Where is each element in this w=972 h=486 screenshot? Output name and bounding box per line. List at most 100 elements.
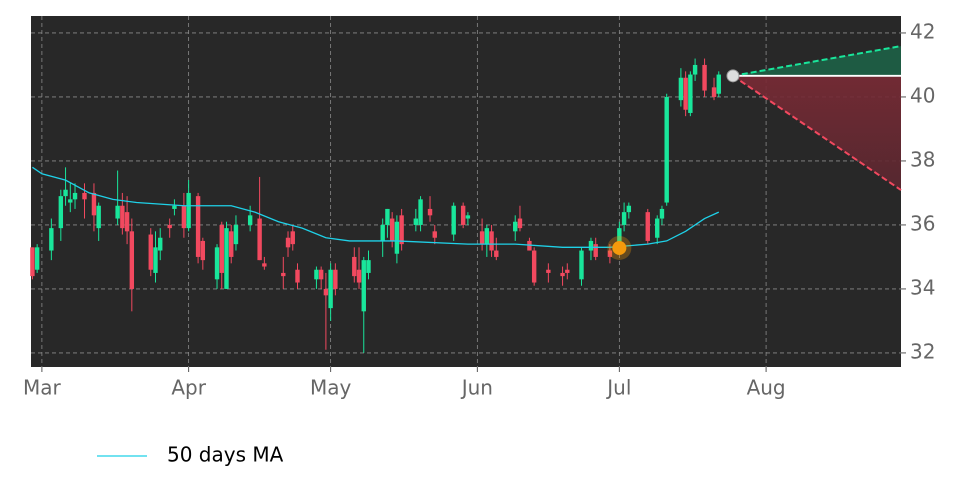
candle-body (153, 247, 158, 273)
candle-body (49, 228, 54, 251)
candle-body (460, 205, 466, 225)
x-tick-label: Jul (605, 376, 631, 400)
candle-body (214, 247, 220, 280)
candle-body (645, 212, 650, 241)
x-tick-label: Aug (747, 376, 786, 400)
candle-body (385, 208, 390, 225)
candle-body (465, 215, 471, 219)
candle-body (91, 192, 97, 216)
candle-body (716, 74, 721, 94)
candle-body (621, 212, 627, 225)
candle-body (394, 221, 400, 254)
forecast-upper-line (732, 45, 902, 77)
candle-body (58, 196, 64, 229)
candle-body (617, 228, 622, 245)
candle-body (479, 231, 485, 245)
candle-body (314, 269, 319, 280)
candle-body (702, 64, 707, 91)
candle-body (593, 244, 598, 257)
candle-body (148, 234, 153, 270)
candle-body (328, 269, 333, 309)
candle-body (389, 218, 395, 241)
candle-body (167, 224, 172, 229)
candle-body (380, 224, 385, 241)
forecast-start-point (726, 69, 740, 83)
candle-body (683, 77, 688, 110)
candle-body (333, 269, 338, 289)
candle-body (489, 231, 494, 251)
candle-body (82, 192, 87, 200)
candle-body (247, 215, 253, 225)
candle-body (626, 205, 632, 213)
candle-body (560, 272, 565, 277)
candle-body (427, 208, 433, 216)
candle-body (517, 218, 523, 229)
forecast-lower-line (732, 75, 902, 191)
x-tick-label: Jun (460, 376, 493, 400)
y-tick-label: 42 (910, 19, 935, 43)
candle-body (30, 247, 35, 277)
y-tick-label: 32 (910, 339, 935, 363)
candle-body (120, 205, 125, 229)
candle-body (588, 240, 594, 251)
candle-body (323, 288, 329, 296)
candle-body (692, 64, 698, 75)
candle-body (290, 231, 295, 245)
candle-body (531, 250, 537, 283)
candle-body (129, 231, 135, 289)
candle-body (352, 256, 357, 277)
x-tick-label: Apr (171, 376, 206, 400)
candle-body (579, 250, 584, 280)
candle-body (361, 260, 366, 312)
candle-body (181, 205, 187, 229)
candle-body (655, 218, 660, 238)
candle-body (124, 212, 130, 232)
candle-body (285, 237, 291, 248)
candle-body (115, 205, 120, 219)
candle-body (399, 215, 404, 245)
candle-body (195, 196, 201, 257)
candle-body (262, 263, 267, 267)
ma-line (32, 166, 720, 248)
y-tick-label: 34 (910, 275, 935, 299)
candle-body (172, 205, 177, 209)
candle-body (158, 237, 163, 251)
candle-body (711, 87, 717, 97)
candle-body (68, 199, 73, 203)
candle-body (678, 77, 684, 101)
candle-body (484, 228, 490, 245)
candle-body (72, 192, 78, 200)
candle-body (229, 231, 234, 257)
x-tick-label: Mar (23, 376, 62, 400)
x-tick-label: May (310, 376, 352, 400)
candle-body (96, 205, 101, 229)
candle-body (186, 192, 191, 229)
y-tick-label: 38 (910, 147, 935, 171)
candle-body (418, 199, 423, 225)
candle-body (607, 250, 613, 257)
candle-body (432, 231, 437, 238)
candle-body (546, 269, 551, 273)
signal-point (612, 240, 627, 255)
candle-body (659, 208, 665, 219)
legend-label: 50 days MA (167, 443, 284, 467)
candle-body (413, 218, 419, 225)
candle-body (494, 250, 499, 257)
candle-body (688, 74, 693, 113)
candle-body (664, 96, 669, 203)
candle-body (63, 189, 68, 197)
candle-body (356, 269, 362, 283)
candle-body (451, 205, 456, 235)
candle-body (233, 224, 239, 245)
candle-body (200, 240, 206, 261)
candle-body (224, 228, 229, 289)
candle-body (34, 247, 40, 270)
y-tick-label: 36 (910, 211, 935, 235)
candle-body (219, 224, 224, 273)
candle-body (366, 260, 371, 273)
candle-body (565, 269, 570, 273)
candle-body (318, 269, 324, 280)
candle-body (281, 272, 286, 277)
